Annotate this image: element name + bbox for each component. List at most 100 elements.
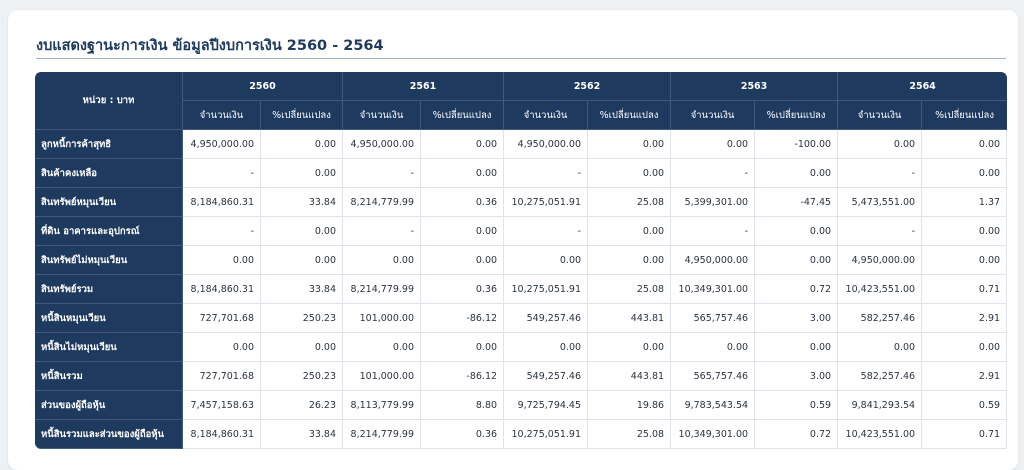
row-label: สินทรัพย์ไม่หมุนเวียน [35, 246, 183, 275]
pct-change-cell: 3.00 [755, 362, 839, 391]
amount-cell: - [671, 159, 756, 188]
pct-change-cell: 26.23 [261, 391, 344, 420]
pct-change-cell: 0.36 [421, 188, 505, 217]
page-title: งบแสดงฐานะการเงิน ข้อมูลปีงบการเงิน 2560… [36, 38, 384, 54]
pct-change-cell: 250.23 [261, 304, 344, 333]
amount-cell: 582,257.46 [838, 362, 923, 391]
amount-cell: 10,423,551.00 [838, 420, 923, 449]
amount-cell: 8,214,779.99 [343, 275, 422, 304]
table-row: สินทรัพย์ไม่หมุนเวียน 0.00 0.00 0.00 0.00 0.0… [35, 246, 1008, 275]
amount-cell: 549,257.46 [504, 362, 589, 391]
pct-change-cell: 0.00 [588, 130, 672, 159]
amount-cell: 582,257.46 [838, 304, 923, 333]
amount-header: จำนวนเงิน [838, 101, 923, 130]
amount-cell: 7,457,158.63 [183, 391, 261, 420]
pct-change-cell: 0.00 [421, 246, 505, 275]
year-header: 2564 [838, 72, 1008, 101]
row-label: ที่ดิน อาคารและอุปกรณ์ [35, 217, 183, 246]
amount-cell: 0.00 [671, 333, 756, 362]
amount-cell: 0.00 [504, 246, 589, 275]
amount-cell: 5,399,301.00 [671, 188, 756, 217]
amount-cell: 9,783,543.54 [671, 391, 756, 420]
table-row: ที่ดิน อาคารและอุปกรณ์ -0.00-0.00-0.00-0.… [35, 217, 1008, 246]
amount-cell: 8,184,860.31 [183, 275, 261, 304]
pct-change-cell: 0.00 [261, 217, 344, 246]
pct-change-cell: 0.00 [922, 333, 1008, 362]
amount-cell: 10,275,051.91 [504, 275, 589, 304]
pct-change-cell: -86.12 [421, 362, 505, 391]
pct-change-cell: 0.00 [421, 217, 505, 246]
row-label: สินทรัพย์หมุนเวียน [35, 188, 183, 217]
amount-cell: 565,757.46 [671, 362, 756, 391]
amount-cell: 10,349,301.00 [671, 420, 756, 449]
year-header: 2561 [343, 72, 505, 101]
pct-change-cell: 0.00 [421, 333, 505, 362]
pct-change-cell: 0.00 [755, 246, 839, 275]
pct-change-cell: 33.84 [261, 188, 344, 217]
amount-cell: 0.00 [671, 130, 756, 159]
amount-cell: - [838, 159, 923, 188]
amount-header: จำนวนเงิน [343, 101, 422, 130]
table-row: สินทรัพย์รวม 8,184,860.31 33.84 8,214,779.9… [35, 275, 1008, 304]
row-label: ลูกหนี้การค้าสุทธิ [35, 130, 183, 159]
subheader-row: จำนวนเงิน %เปลี่ยนแปลง จำนวนเงิน %เปลี่ย… [35, 101, 1008, 130]
pct-change-cell: 250.23 [261, 362, 344, 391]
pct-change-cell: 0.00 [261, 159, 344, 188]
amount-header: จำนวนเงิน [671, 101, 756, 130]
amount-cell: - [838, 217, 923, 246]
amount-cell: 9,841,293.54 [838, 391, 923, 420]
pct-change-cell: 1.37 [922, 188, 1008, 217]
amount-cell: 4,950,000.00 [343, 130, 422, 159]
pct-change-cell: 2.91 [922, 362, 1008, 391]
pct-change-cell: -86.12 [421, 304, 505, 333]
amount-header: จำนวนเงิน [504, 101, 589, 130]
pct-change-cell: 0.00 [922, 159, 1008, 188]
pct-change-cell: 0.71 [922, 275, 1008, 304]
amount-cell: 4,950,000.00 [671, 246, 756, 275]
pct-change-cell: 0.72 [755, 420, 839, 449]
pct-change-cell: 0.00 [261, 246, 344, 275]
row-label: สินทรัพย์รวม [35, 275, 183, 304]
amount-header: จำนวนเงิน [183, 101, 261, 130]
year-header: 2563 [671, 72, 839, 101]
pct-change-cell: 25.08 [588, 275, 672, 304]
pct-change-cell: 0.00 [755, 159, 839, 188]
amount-cell: 0.00 [343, 246, 422, 275]
year-header-row: หน่วย : บาท 2560 2561 2562 2563 2564 [35, 72, 1008, 130]
amount-cell: - [504, 159, 589, 188]
pct-change-header: %เปลี่ยนแปลง [922, 101, 1008, 130]
pct-change-cell: 0.71 [922, 420, 1008, 449]
pct-change-cell: 0.59 [922, 391, 1008, 420]
amount-cell: 9,725,794.45 [504, 391, 589, 420]
pct-change-cell: 0.00 [261, 130, 344, 159]
amount-cell: 565,757.46 [671, 304, 756, 333]
pct-change-cell: 0.00 [588, 246, 672, 275]
pct-change-header: %เปลี่ยนแปลง [261, 101, 344, 130]
amount-cell: 10,349,301.00 [671, 275, 756, 304]
pct-change-header: %เปลี่ยนแปลง [421, 101, 505, 130]
pct-change-cell: 0.00 [261, 333, 344, 362]
table-row: สินค้าคงเหลือ -0.00-0.00-0.00-0.00-0.00 [35, 159, 1008, 188]
table-body: ลูกหนี้การค้าสุทธิ 4,950,000.00 0.00 4,950,… [35, 130, 1008, 449]
pct-change-cell: 443.81 [588, 304, 672, 333]
amount-cell: 4,950,000.00 [183, 130, 261, 159]
title-divider [36, 58, 1006, 59]
amount-cell: - [343, 217, 422, 246]
row-label: หนี้สินรวม [35, 362, 183, 391]
row-label: หนี้สินรวมและส่วนของผู้ถือหุ้น [35, 420, 183, 449]
amount-cell: 8,214,779.99 [343, 420, 422, 449]
row-label: หนี้สินไม่หมุนเวียน [35, 333, 183, 362]
amount-cell: 0.00 [343, 333, 422, 362]
pct-change-cell: 19.86 [588, 391, 672, 420]
amount-cell: 4,950,000.00 [504, 130, 589, 159]
pct-change-cell: -100.00 [755, 130, 839, 159]
row-label: สินค้าคงเหลือ [35, 159, 183, 188]
pct-change-cell: 0.59 [755, 391, 839, 420]
amount-cell: 8,184,860.31 [183, 188, 261, 217]
table-row: หนี้สินรวม 727,701.68 250.23 101,000.00 -86.… [35, 362, 1008, 391]
pct-change-cell: 0.00 [922, 217, 1008, 246]
amount-cell: - [671, 217, 756, 246]
pct-change-cell: -47.45 [755, 188, 839, 217]
amount-cell: 8,214,779.99 [343, 188, 422, 217]
row-label: หนี้สินหมุนเวียน [35, 304, 183, 333]
